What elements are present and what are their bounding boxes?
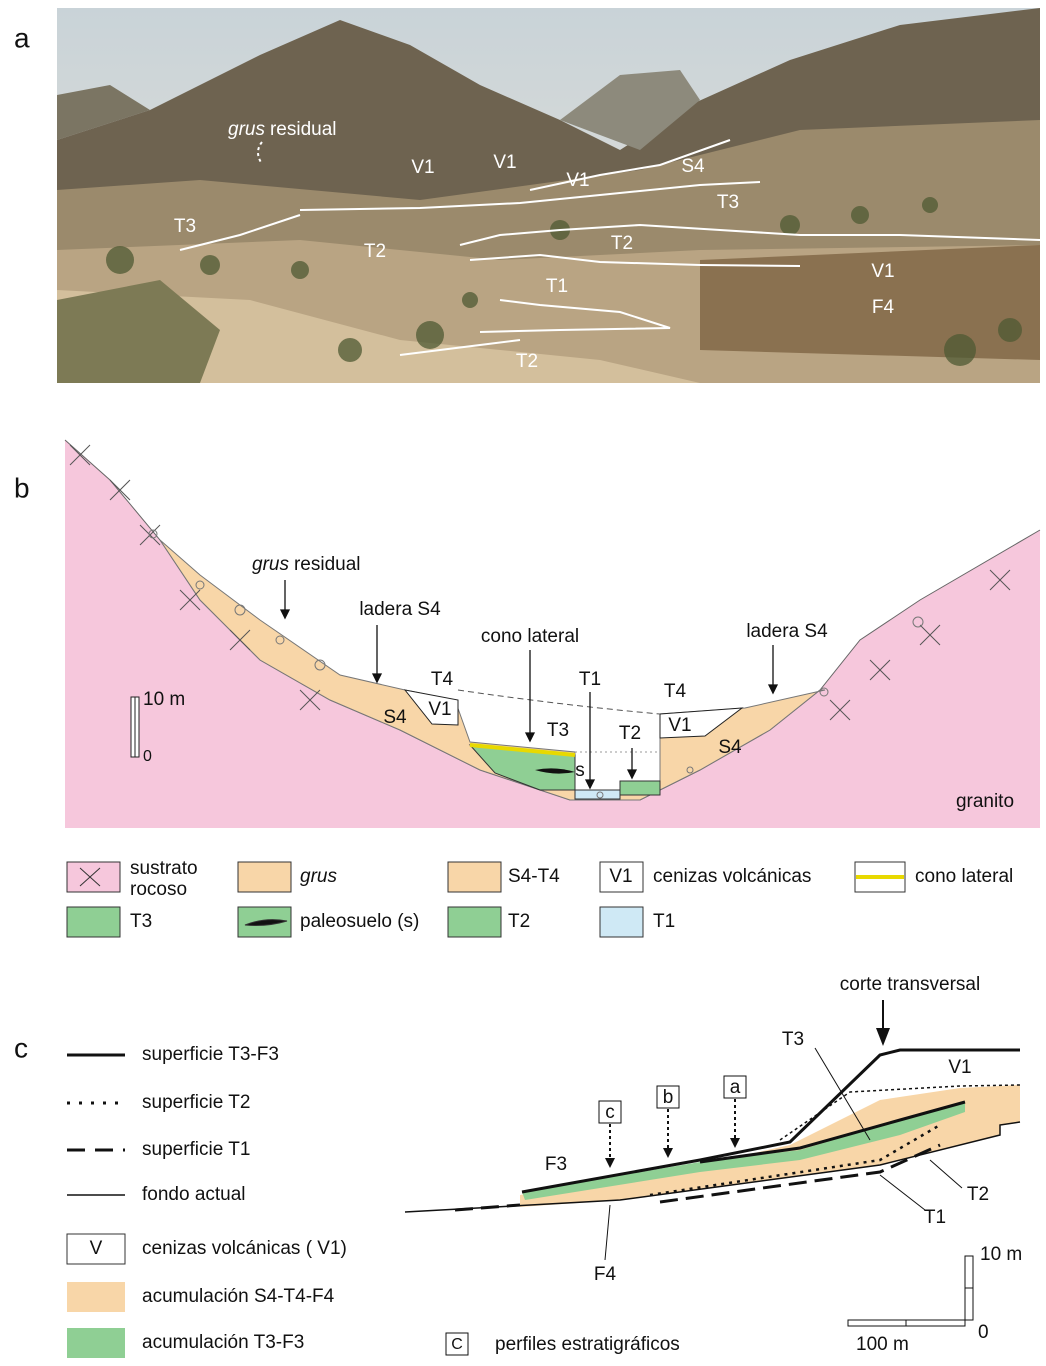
photo-label: V1 [566,170,589,191]
italic-word: grus [228,119,265,140]
photo-label: V1 [871,261,894,282]
section-label: T2 [619,723,641,744]
profile-id: b [663,1087,674,1108]
photo-label: T1 [546,276,568,297]
photo-label: S4 [681,156,705,177]
scale-label: 10 m [980,1244,1022,1265]
photo-label: V1 [493,152,516,173]
profile-label: F3 [545,1154,567,1175]
photo-label: T2 [611,233,633,254]
legend-label: acumulación T3-F3 [142,1332,304,1353]
photo-label: T2 [516,351,538,372]
section-label: S4 [718,737,742,758]
section-label: S4 [383,707,407,728]
legend-label: superficie T2 [142,1092,250,1113]
legend-label: superficie T1 [142,1139,250,1160]
figure: abcgrusresidualV1V1V1S4T3T3T2T2T1V1F4T2g… [0,0,1046,1361]
legend-label: rocoso [130,879,187,900]
legend-label: superficie T3-F3 [142,1044,279,1065]
profile-label: V1 [948,1057,971,1078]
profile-id: a [730,1077,741,1098]
photo-label: T2 [364,241,386,262]
italic-word: grus [252,554,289,575]
photo-label: F4 [872,297,895,318]
profile-label: F4 [594,1264,617,1285]
section-label: granito [956,791,1014,812]
scale-label: 0 [143,748,152,765]
legend-c-swatches [67,1055,468,1358]
section-label: ladera S4 [359,599,441,620]
section-label: ladera S4 [746,621,828,642]
profile-label: T3 [782,1029,804,1050]
photo [57,8,1040,383]
legend-label: T2 [508,911,530,932]
section-label: V1 [428,699,451,720]
legend-label: S4-T4 [508,866,560,887]
page: { "panel_a": { "letter": "a", "grus_resi… [0,0,1046,1361]
word: residual [294,554,361,575]
longitudinal-profile [405,1000,1020,1326]
legend-label: acumulación S4-T4-F4 [142,1286,335,1307]
section-label: T4 [664,681,687,702]
panel-letter: b [14,472,30,503]
section-label: T1 [579,669,601,690]
word: residual [270,119,337,140]
legend-label: T3 [130,911,152,932]
photo-label: V1 [411,157,434,178]
legend-label: cenizas volcánicas ( V1) [142,1238,347,1259]
panel-letter: c [14,1032,28,1063]
section-label: cono lateral [481,626,579,647]
section-label: T4 [431,669,454,690]
scale-label: 100 m [856,1334,909,1355]
legend-label: perfiles estratigráficos [495,1334,680,1355]
section-label: s [575,760,585,781]
legend-label: cenizas volcánicas [653,866,811,887]
photo-label: T3 [717,192,739,213]
profile-label: corte transversal [840,974,980,995]
legend-symbol: V1 [609,866,632,887]
panel-letter: a [14,22,30,53]
scale-label: 10 m [143,689,185,710]
profile-label: T2 [967,1184,989,1205]
legend-label: grus [300,866,337,887]
legend-label: cono lateral [915,866,1013,887]
section-label: T3 [547,720,569,741]
legend-symbol: V [90,1238,103,1259]
scale-label: 0 [978,1322,989,1343]
legend-label: T1 [653,911,675,932]
legend-symbol: C [451,1336,463,1353]
legend-label: fondo actual [142,1184,246,1205]
profile-label: T1 [924,1207,946,1228]
photo-label: T3 [174,216,196,237]
legend-label: paleosuelo (s) [300,911,419,932]
section-label: V1 [668,715,691,736]
profile-id: c [605,1102,615,1123]
legend-label: sustrato [130,858,198,879]
